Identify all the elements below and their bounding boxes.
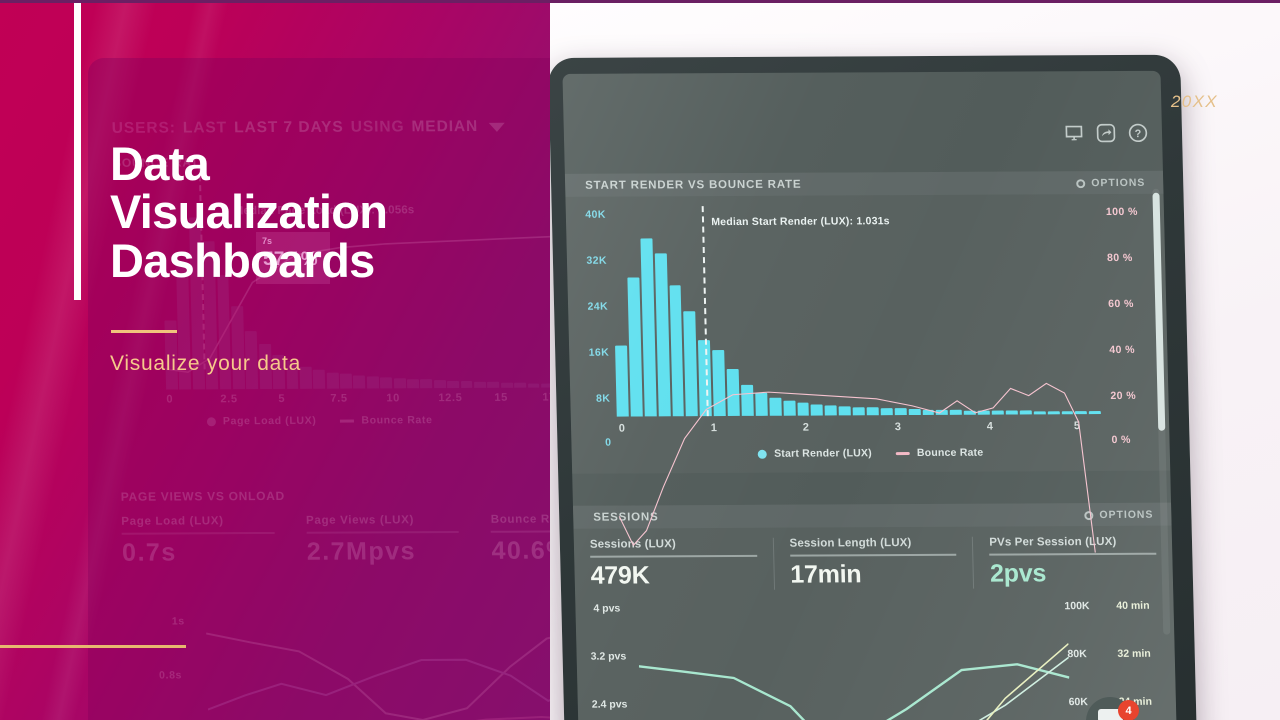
share-icon[interactable] (1096, 123, 1116, 143)
bottom-accent-rule (0, 645, 186, 648)
y2-tick-40: 40 % (1109, 343, 1136, 357)
y-tick-32k: 32K (586, 254, 608, 267)
svg-text:?: ? (1135, 128, 1142, 140)
y2-tick-60: 60 % (1108, 297, 1134, 311)
help-icon[interactable]: ? (1128, 123, 1148, 143)
y3-tick-40min: 40 min (1116, 599, 1150, 612)
monitor-icon[interactable] (1064, 123, 1084, 143)
subtitle: Visualize your data (110, 352, 302, 375)
y-tick-3.2pvs: 3.2 pvs (590, 650, 627, 663)
dashboard-screen: ? START RENDER VS BOUNCE RATE OPTIONS 40… (562, 70, 1178, 720)
y-tick-8k: 8K (595, 392, 611, 405)
options-button[interactable]: OPTIONS (1076, 177, 1145, 189)
options-label: OPTIONS (1091, 176, 1146, 190)
title-overlay (0, 0, 550, 720)
sessions-line-series (637, 596, 1072, 720)
y-tick-24k: 24K (587, 300, 609, 313)
dock-pill (1098, 709, 1123, 720)
headline-line-1: Data (110, 137, 210, 190)
y2-tick-20: 20 % (1110, 389, 1137, 402)
median-annotation: Median Start Render (LUX): 1.031s (711, 215, 890, 229)
overlay-panel (88, 58, 550, 720)
y2-tick-80: 80 % (1106, 251, 1133, 265)
panel-sessions: SESSIONS OPTIONS Sessions (LUX) 479K Ses… (572, 502, 1178, 720)
bounce-rate-line (612, 204, 1108, 690)
laptop-mockup: ? START RENDER VS BOUNCE RATE OPTIONS 40… (548, 54, 1198, 720)
page-title: Data Visualization Dashboards (110, 137, 388, 287)
y2-tick-60k: 60K (1068, 696, 1089, 709)
y-tick-16k: 16K (588, 346, 610, 359)
y-tick-40k: 40K (585, 208, 606, 221)
y-tick-2.4pvs: 2.4 pvs (591, 698, 628, 711)
y3-tick-32min: 32 min (1117, 647, 1151, 660)
overlay-gradient (0, 0, 550, 720)
headline-line-3: Dashboards (110, 233, 375, 287)
title-accent-bar (74, 0, 81, 300)
sessions-chart: 4 pvs 3.2 pvs 2.4 pvs 100K 80K 60K 40 mi… (575, 596, 1177, 720)
y2-tick-100: 100 % (1105, 205, 1138, 219)
start-render-chart: 40K 32K 24K 16K 8K 0 100 % 80 % 60 % 40 … (565, 194, 1169, 445)
year-label: 20XX (1170, 92, 1218, 111)
panel-start-render-vs-bounce-rate: START RENDER VS BOUNCE RATE OPTIONS 40K … (564, 170, 1171, 474)
y2-tick-0: 0 % (1111, 433, 1132, 446)
chart-tooltip (256, 232, 330, 284)
title-divider (111, 330, 177, 333)
y-tick-0: 0 (605, 436, 612, 449)
dashboard-toolbar: ? (1064, 123, 1149, 143)
plot-area: Median Start Render (LUX): 1.031s (612, 204, 1102, 416)
panel-header: START RENDER VS BOUNCE RATE OPTIONS (564, 170, 1164, 197)
options-label: OPTIONS (1099, 508, 1154, 522)
panel-title: START RENDER VS BOUNCE RATE (584, 178, 802, 192)
y-tick-4pvs: 4 pvs (593, 602, 621, 615)
headline-line-2: Visualization (110, 185, 388, 239)
tooltip-secondary: 7s (262, 236, 273, 246)
notification-badge[interactable]: 4 (1118, 700, 1139, 720)
gear-icon (1076, 178, 1086, 188)
top-accent-rule (0, 0, 1280, 3)
tooltip-value: 57.1% (263, 249, 318, 270)
